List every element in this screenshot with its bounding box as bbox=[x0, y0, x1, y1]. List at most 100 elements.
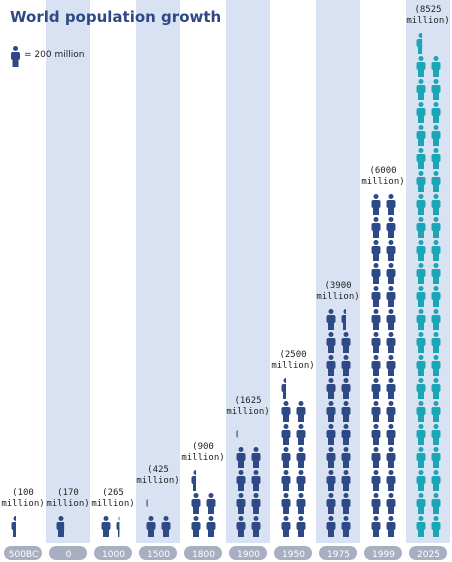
person-icon bbox=[296, 470, 306, 491]
person-icon bbox=[326, 424, 336, 445]
person-icon bbox=[101, 516, 111, 537]
person-icon bbox=[416, 79, 426, 100]
person-icon bbox=[416, 33, 423, 54]
x-tick-label: 1800 bbox=[192, 550, 215, 560]
person-icon bbox=[386, 240, 396, 261]
person-icon bbox=[371, 263, 381, 284]
person-icon bbox=[56, 516, 65, 537]
person-icon bbox=[236, 516, 246, 537]
person-icon bbox=[416, 447, 426, 468]
person-icon bbox=[371, 240, 381, 261]
person-icon bbox=[281, 401, 291, 422]
person-icon bbox=[371, 355, 381, 376]
icon-stack bbox=[11, 516, 16, 537]
person-icon bbox=[416, 171, 426, 192]
person-icon bbox=[281, 516, 291, 537]
person-icon bbox=[11, 46, 20, 67]
person-icon bbox=[281, 424, 291, 445]
person-icon bbox=[296, 401, 306, 422]
person-icon bbox=[431, 148, 441, 169]
person-icon bbox=[206, 516, 216, 537]
person-icon bbox=[371, 378, 381, 399]
person-icon bbox=[431, 171, 441, 192]
person-icon bbox=[431, 378, 441, 399]
person-icon bbox=[341, 516, 351, 537]
person-icon bbox=[326, 516, 336, 537]
person-icon bbox=[386, 470, 396, 491]
person-icon bbox=[416, 125, 426, 146]
person-icon bbox=[371, 470, 381, 491]
person-icon bbox=[386, 516, 396, 537]
person-icon bbox=[416, 516, 426, 537]
person-icon bbox=[416, 378, 426, 399]
category-pill bbox=[184, 546, 222, 560]
icon-stack bbox=[146, 499, 171, 537]
person-icon bbox=[281, 470, 291, 491]
category-pill bbox=[49, 546, 87, 560]
value-label: (3900 million) bbox=[316, 281, 360, 302]
column-band bbox=[316, 0, 360, 543]
person-icon bbox=[326, 378, 336, 399]
icon-stack bbox=[236, 430, 261, 537]
x-tick-label: 1950 bbox=[282, 550, 305, 560]
x-tick-label: 2025 bbox=[417, 550, 440, 560]
category-pill bbox=[4, 546, 42, 560]
column-band bbox=[91, 0, 135, 543]
person-icon bbox=[431, 516, 441, 537]
person-icon bbox=[386, 263, 396, 284]
person-icon bbox=[386, 447, 396, 468]
x-tick-label: 1500 bbox=[147, 550, 170, 560]
person-icon bbox=[236, 430, 238, 438]
x-tick-label: 1975 bbox=[327, 550, 350, 560]
person-icon bbox=[416, 355, 426, 376]
person-icon bbox=[341, 309, 346, 330]
person-icon bbox=[326, 309, 336, 330]
category-pill bbox=[139, 546, 177, 560]
person-icon bbox=[341, 447, 351, 468]
person-icon bbox=[251, 516, 261, 537]
person-icon bbox=[416, 56, 426, 77]
x-tick-label: 500BC bbox=[9, 550, 38, 560]
person-icon bbox=[431, 355, 441, 376]
person-icon bbox=[386, 332, 396, 353]
person-icon bbox=[431, 447, 441, 468]
person-icon bbox=[371, 447, 381, 468]
person-icon bbox=[431, 332, 441, 353]
column-band bbox=[1, 0, 45, 543]
person-icon bbox=[431, 493, 441, 514]
icon-stack bbox=[326, 309, 351, 537]
icon-stack bbox=[416, 33, 441, 537]
category-pill bbox=[409, 546, 447, 560]
person-icon bbox=[326, 355, 336, 376]
person-icon bbox=[326, 332, 336, 353]
person-icon bbox=[191, 470, 196, 491]
category-pill bbox=[319, 546, 357, 560]
chart-title: World population growth bbox=[10, 8, 221, 26]
person-icon bbox=[11, 516, 16, 537]
person-icon bbox=[371, 286, 381, 307]
person-icon bbox=[341, 470, 351, 491]
person-icon bbox=[296, 493, 306, 514]
icon-stack bbox=[371, 194, 396, 537]
person-icon bbox=[386, 355, 396, 376]
person-icon bbox=[341, 332, 351, 353]
person-icon bbox=[371, 194, 381, 215]
person-icon bbox=[236, 493, 246, 514]
person-icon bbox=[416, 148, 426, 169]
person-icon bbox=[341, 424, 351, 445]
person-icon bbox=[431, 125, 441, 146]
x-tick-label: 1999 bbox=[372, 550, 395, 560]
person-icon bbox=[281, 447, 291, 468]
value-label: (265 million) bbox=[91, 488, 135, 509]
value-label: (1625 million) bbox=[226, 396, 270, 417]
person-icon bbox=[326, 401, 336, 422]
person-icon bbox=[341, 401, 351, 422]
category-pill bbox=[364, 546, 402, 560]
person-icon bbox=[431, 56, 441, 77]
value-label: (170 million) bbox=[46, 488, 90, 509]
person-icon bbox=[386, 401, 396, 422]
person-icon bbox=[416, 263, 426, 284]
person-icon bbox=[146, 499, 148, 507]
person-icon bbox=[431, 309, 441, 330]
